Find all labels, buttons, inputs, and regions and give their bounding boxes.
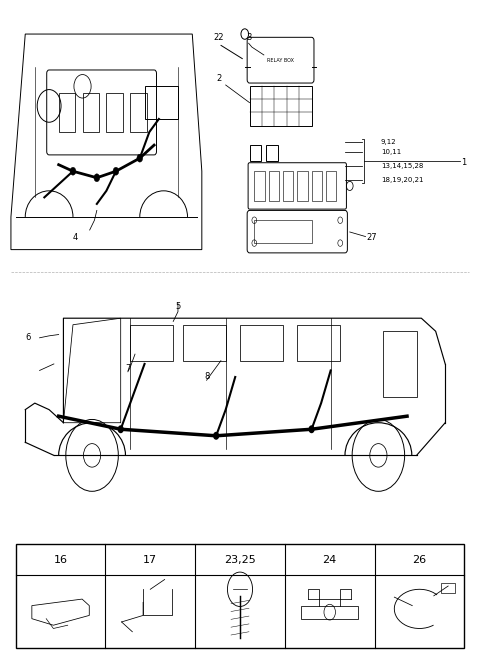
Circle shape: [118, 426, 123, 432]
Text: 5: 5: [175, 302, 180, 311]
Bar: [240, 325, 283, 361]
Text: 22: 22: [213, 33, 224, 42]
Bar: [441, 583, 456, 592]
Bar: [83, 93, 99, 132]
Text: 23,25: 23,25: [224, 555, 256, 565]
Bar: [250, 87, 312, 125]
Bar: [326, 171, 336, 201]
Circle shape: [94, 174, 100, 182]
Text: 10,11: 10,11: [381, 149, 401, 155]
Text: 24: 24: [323, 555, 337, 565]
Text: 1: 1: [461, 158, 466, 167]
Text: 18,19,20,21: 18,19,20,21: [381, 176, 423, 183]
Bar: [250, 145, 262, 161]
Bar: [254, 220, 312, 243]
Text: 13,14,15,28: 13,14,15,28: [381, 163, 423, 169]
Bar: [383, 331, 417, 397]
Text: RELAY BOX: RELAY BOX: [267, 58, 294, 63]
Bar: [297, 325, 340, 361]
Text: 4: 4: [73, 234, 78, 242]
Bar: [130, 93, 147, 132]
Text: 7: 7: [125, 364, 131, 373]
Circle shape: [214, 432, 218, 439]
Text: 9,12: 9,12: [381, 139, 396, 145]
Circle shape: [113, 167, 119, 175]
Bar: [107, 93, 123, 132]
Bar: [312, 171, 322, 201]
Text: 3: 3: [246, 33, 251, 42]
Bar: [266, 145, 278, 161]
Bar: [269, 171, 279, 201]
Circle shape: [309, 426, 314, 432]
Bar: [130, 325, 173, 361]
Text: 16: 16: [54, 555, 68, 565]
Bar: [183, 325, 226, 361]
Text: 8: 8: [204, 373, 209, 382]
Text: 2: 2: [216, 74, 221, 83]
Text: 17: 17: [143, 555, 157, 565]
Bar: [254, 171, 265, 201]
Text: 6: 6: [25, 333, 30, 342]
Bar: [144, 87, 178, 119]
Bar: [297, 171, 308, 201]
Circle shape: [70, 167, 76, 175]
Bar: [16, 544, 464, 648]
Text: 27: 27: [366, 234, 377, 242]
Circle shape: [137, 154, 143, 162]
Bar: [59, 93, 75, 132]
Text: 26: 26: [412, 555, 427, 565]
Bar: [283, 171, 293, 201]
